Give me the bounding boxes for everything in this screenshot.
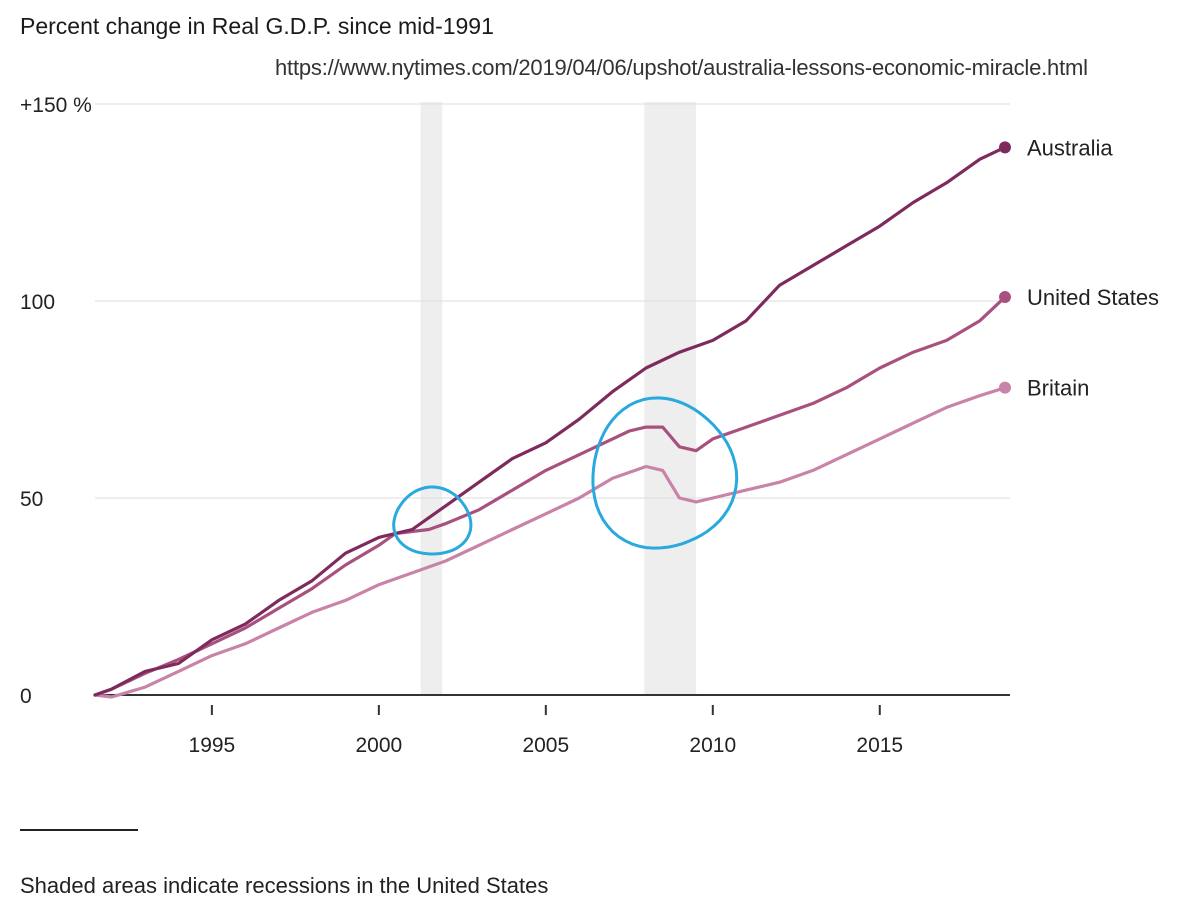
y-tick-label-0: 0	[20, 685, 32, 708]
x-tick-label-2005: 2005	[522, 734, 569, 757]
series-line-united-states	[93, 295, 1007, 697]
series-label-united-states: United States	[1027, 285, 1159, 310]
source-url[interactable]: https://www.nytimes.com/2019/04/06/upsho…	[275, 55, 1088, 80]
annotation-circle-2	[591, 396, 739, 550]
footnote-divider	[20, 829, 138, 831]
series-line-australia	[93, 145, 1007, 697]
series-lines: Britain United States Australia	[93, 135, 1159, 699]
x-tick-label-2000: 2000	[355, 734, 402, 757]
y-tick-label-100: 100	[20, 291, 55, 314]
gridlines: 0 50 100 +150 %	[20, 94, 1010, 708]
series-end-marker-australia	[998, 141, 1011, 154]
x-tick-label-1995: 1995	[189, 734, 236, 757]
x-tick-label-2015: 2015	[856, 734, 903, 757]
x-tick-label-2010: 2010	[689, 734, 736, 757]
series-label-australia: Australia	[1027, 135, 1113, 160]
series-end-marker-united-states	[998, 291, 1011, 304]
recession-band-1	[420, 102, 443, 695]
series-line-britain	[93, 386, 1007, 699]
series-label-britain: Britain	[1027, 376, 1089, 401]
annotation-circles	[392, 396, 739, 556]
chart-title: Percent change in Real G.D.P. since mid-…	[20, 13, 494, 39]
series-end-marker-britain	[998, 381, 1011, 394]
y-tick-label-150: +150 %	[20, 94, 92, 117]
annotation-circle-1	[392, 485, 473, 556]
x-axis: 1995 2000 2005 2010 2015	[95, 694, 1010, 757]
footnote: Shaded areas indicate recessions in the …	[20, 873, 549, 898]
y-tick-label-50: 50	[20, 488, 43, 511]
